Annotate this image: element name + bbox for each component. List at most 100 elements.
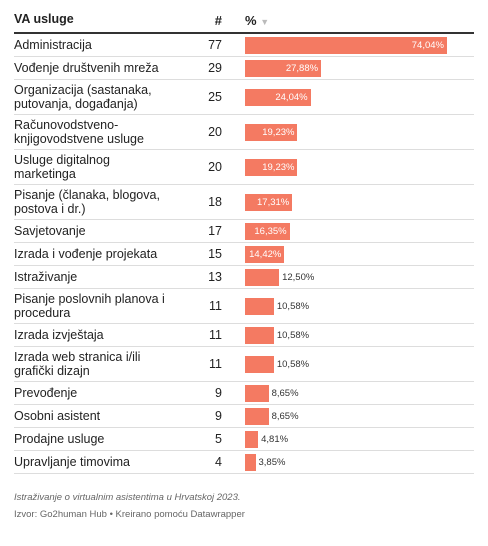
header: # <box>214 13 222 28</box>
bar-cell: 4,81% <box>245 430 465 448</box>
bar <box>245 453 256 471</box>
row: Savjetovanje 17 16,35% <box>14 220 474 243</box>
bar <box>245 158 298 176</box>
bar-cell: 19,23% <box>245 158 465 176</box>
category: Osobni asistent <box>14 409 101 423</box>
sort-icon: ▼ <box>260 17 270 27</box>
row: Izrada izvještaja 11 10,58% <box>14 324 474 347</box>
category: Pisanje (članaka, blogova, postova i dr.… <box>14 188 160 216</box>
count: 15 <box>208 247 222 261</box>
value-label: 8,65% <box>271 410 299 422</box>
count: 25 <box>208 90 222 104</box>
bar <box>245 297 274 315</box>
bar-cell: 19,23% <box>245 123 465 141</box>
category: Računovodstveno-knjigovodstvene usluge <box>14 118 144 146</box>
bar-cell: 3,85% <box>245 453 465 471</box>
value-label: 19,23% <box>262 126 295 138</box>
bar-cell: 74,04% <box>245 36 465 54</box>
bar <box>245 222 290 240</box>
category: Usluge digitalnog marketinga <box>14 153 110 181</box>
bar <box>245 407 269 425</box>
count: 20 <box>208 160 222 174</box>
count: 18 <box>208 195 222 209</box>
value-label: 4,81% <box>261 433 289 445</box>
category: Administracija <box>14 38 92 52</box>
value-label: 8,65% <box>271 387 299 399</box>
row: Vođenje društvenih mreža 29 27,88% <box>14 57 474 80</box>
row: Upravljanje timovima 4 3,85% <box>14 451 474 474</box>
category: Organizacija (sastanaka, putovanja, doga… <box>14 83 152 111</box>
row: Usluge digitalnog marketinga 20 19,23% <box>14 150 474 185</box>
count: 77 <box>208 38 222 52</box>
value-label: 10,58% <box>276 329 310 341</box>
value-label: 12,50% <box>282 271 315 283</box>
header: % <box>245 13 257 28</box>
value-label: 17,31% <box>257 196 290 208</box>
header: VA usluge <box>14 12 74 26</box>
category: Vođenje društvenih mreža <box>14 61 159 75</box>
value-label: 10,58% <box>276 358 310 370</box>
category: Istraživanje <box>14 270 78 284</box>
category: Prodajne usluge <box>14 432 105 446</box>
row: Izrada i vođenje projekata 15 14,42% <box>14 243 474 266</box>
bar-cell: 17,31% <box>245 193 465 211</box>
category: Pisanje poslovnih planova i procedura <box>14 292 165 320</box>
bar-cell: 24,04% <box>245 88 465 106</box>
bar-cell: 14,42% <box>245 245 465 263</box>
bar <box>245 245 285 263</box>
value-label: 14,42% <box>249 248 282 260</box>
count: 11 <box>209 328 222 342</box>
bar-cell: 8,65% <box>245 384 465 402</box>
bar <box>245 355 274 373</box>
notes: Istraživanje o virtualnim asistentima u … <box>14 492 241 503</box>
count: 17 <box>208 224 222 238</box>
bar <box>245 88 311 106</box>
row: Prodajne usluge 5 4,81% <box>14 428 474 451</box>
source: Izvor: Go2human Hub • Kreirano pomoću Da… <box>14 509 245 520</box>
value-label: 24,04% <box>275 91 308 103</box>
category: Izrada web stranica i/ili grafički dizaj… <box>14 350 141 378</box>
bar <box>245 430 259 448</box>
value-label: 3,85% <box>258 456 286 468</box>
category: Upravljanje timovima <box>14 455 131 469</box>
row: Izrada web stranica i/ili grafički dizaj… <box>14 347 474 382</box>
bar <box>245 193 293 211</box>
row: Administracija 77 74,04% <box>14 34 474 57</box>
category: Savjetovanje <box>14 224 86 238</box>
row: Pisanje poslovnih planova i procedura 11 1… <box>14 289 474 324</box>
header-row: VA usluge # % ▼ <box>14 10 474 34</box>
row: Osobni asistent 9 8,65% <box>14 405 474 428</box>
bar <box>245 123 298 141</box>
row: Računovodstveno-knjigovodstvene usluge 20… <box>14 115 474 150</box>
rows: Administracija 77 74,04% Vođenje društvenih… <box>14 34 474 474</box>
table-chart: VA usluge # % ▼ Administracija 77 74,04% Vo… <box>14 10 474 520</box>
category: Izrada i vođenje projekata <box>14 247 158 261</box>
bar-cell: 8,65% <box>245 407 465 425</box>
bar-cell: 10,58% <box>245 326 465 344</box>
count: 5 <box>215 432 222 446</box>
row: Prevođenje 9 8,65% <box>14 382 474 405</box>
bar <box>245 326 274 344</box>
bar-cell: 10,58% <box>245 355 465 373</box>
row: Istraživanje 13 12,50% <box>14 266 474 289</box>
bar-cell: 27,88% <box>245 59 465 77</box>
bar-cell: 10,58% <box>245 297 465 315</box>
header-pct[interactable]: % ▼ <box>245 13 269 28</box>
bar <box>245 384 269 402</box>
value-label: 74,04% <box>411 39 444 51</box>
row: Organizacija (sastanaka, putovanja, doga… <box>14 80 474 115</box>
bar-cell: 16,35% <box>245 222 465 240</box>
bar <box>245 59 322 77</box>
count: 29 <box>208 61 222 75</box>
value-label: 19,23% <box>262 161 295 173</box>
count: 11 <box>209 357 222 371</box>
category: Prevođenje <box>14 386 78 400</box>
count: 9 <box>215 409 222 423</box>
row: Pisanje (članaka, blogova, postova i dr.… <box>14 185 474 220</box>
bar-cell: 12,50% <box>245 268 465 286</box>
count: 11 <box>209 299 222 313</box>
count: 13 <box>208 270 222 284</box>
bar <box>245 36 447 54</box>
category: Izrada izvještaja <box>14 328 104 342</box>
